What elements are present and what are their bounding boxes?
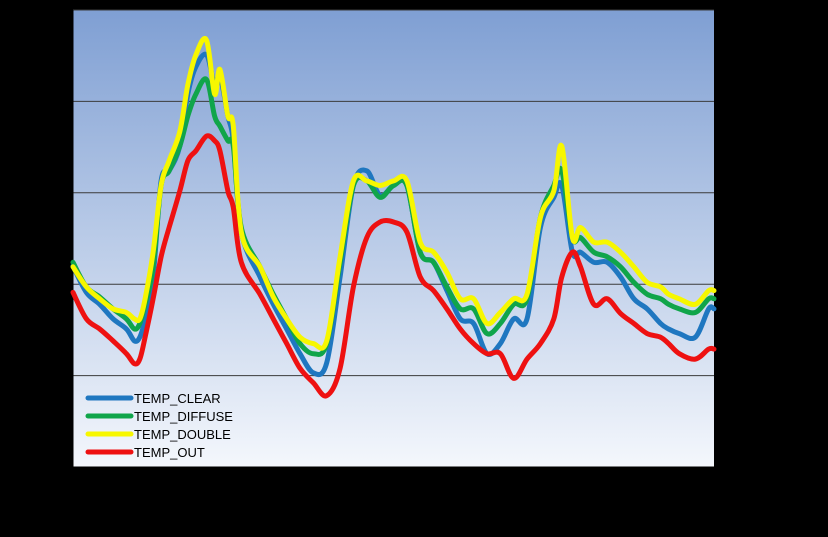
legend-label-temp-clear: TEMP_CLEAR bbox=[134, 391, 221, 406]
plot-area bbox=[73, 10, 714, 467]
series-line-temp-double bbox=[70, 36, 717, 351]
legend-label-temp-double: TEMP_DOUBLE bbox=[134, 427, 231, 442]
legend: TEMP_CLEAR TEMP_DIFFUSE TEMP_DOUBLE TEMP_OU… bbox=[85, 391, 233, 460]
series-line-temp-out bbox=[70, 133, 717, 399]
legend-label-temp-diffuse: TEMP_DIFFUSE bbox=[134, 409, 233, 424]
legend-label-temp-out: TEMP_OUT bbox=[134, 445, 205, 460]
series-lines bbox=[70, 36, 717, 399]
axes bbox=[68, 9, 715, 473]
